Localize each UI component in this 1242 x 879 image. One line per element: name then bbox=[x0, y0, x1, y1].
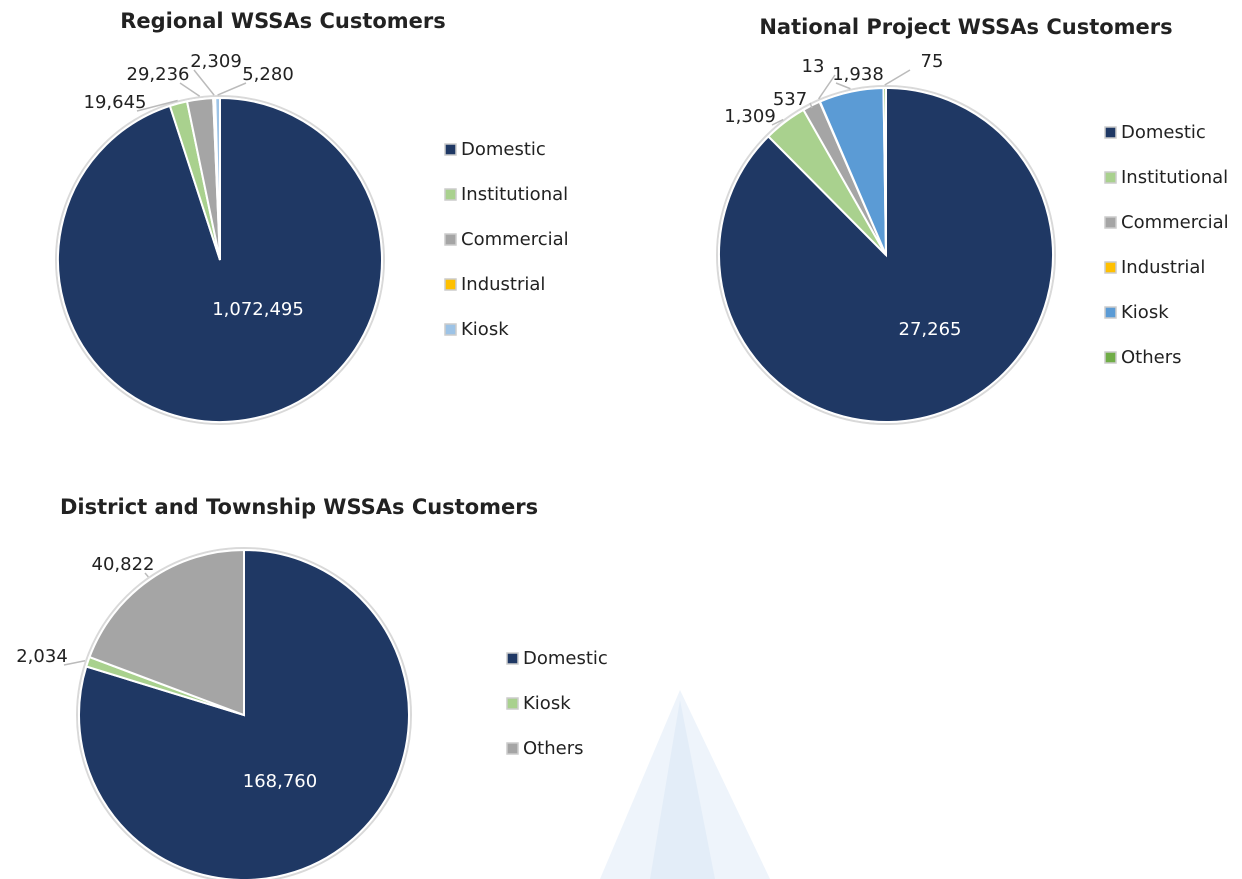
legend-swatch bbox=[444, 233, 457, 246]
legend-swatch bbox=[1104, 126, 1117, 139]
data-label: 29,236 bbox=[127, 64, 190, 85]
legend-swatch bbox=[1104, 306, 1117, 319]
pie-slice bbox=[214, 96, 221, 261]
watermark bbox=[650, 700, 715, 879]
data-label: 537 bbox=[773, 89, 807, 110]
data-label: 19,645 bbox=[84, 92, 147, 113]
legend-label: Institutional bbox=[461, 184, 568, 205]
pie-outline bbox=[55, 95, 385, 425]
data-label: 13 bbox=[802, 56, 825, 77]
legend-swatch bbox=[444, 323, 457, 336]
chart-title: National Project WSSAs Customers bbox=[759, 15, 1172, 39]
leader-line bbox=[136, 99, 178, 112]
legend-label: Domestic bbox=[1121, 122, 1206, 143]
leader-line bbox=[835, 82, 851, 90]
leader-line bbox=[144, 572, 149, 578]
data-label: 2,309 bbox=[190, 51, 242, 72]
legend-label: Commercial bbox=[1121, 212, 1229, 233]
leader-line bbox=[179, 82, 201, 97]
legend-label: Others bbox=[523, 738, 584, 759]
legend-swatch bbox=[444, 188, 457, 201]
pie-outline bbox=[76, 547, 412, 879]
legend-label: Industrial bbox=[461, 274, 545, 295]
pie-slice bbox=[88, 548, 245, 717]
data-label: 1,309 bbox=[724, 106, 776, 127]
legend-label: Kiosk bbox=[1121, 302, 1169, 323]
legend-label: Kiosk bbox=[523, 693, 571, 714]
pie-slice bbox=[78, 548, 410, 879]
chart-title: District and Township WSSAs Customers bbox=[60, 495, 538, 519]
legend-swatch bbox=[1104, 216, 1117, 229]
data-label: 75 bbox=[921, 51, 944, 72]
legend-swatch bbox=[1104, 261, 1117, 274]
data-label: 1,938 bbox=[832, 64, 884, 85]
legend-label: Others bbox=[1121, 347, 1182, 368]
legend-label: Domestic bbox=[461, 139, 546, 160]
data-label: 2,034 bbox=[16, 646, 68, 667]
pie-slice bbox=[882, 86, 887, 256]
leader-line bbox=[818, 74, 836, 100]
legend-label: Commercial bbox=[461, 229, 569, 250]
legend-swatch bbox=[506, 742, 519, 755]
pie-outline bbox=[716, 85, 1056, 425]
leader-line bbox=[884, 69, 911, 86]
legend-swatch bbox=[444, 278, 457, 291]
leader-line bbox=[809, 102, 813, 109]
legend-swatch bbox=[444, 143, 457, 156]
leader-line bbox=[217, 82, 247, 96]
legend-label: Institutional bbox=[1121, 167, 1228, 188]
legend-swatch bbox=[1104, 171, 1117, 184]
data-label: 168,760 bbox=[243, 771, 317, 792]
legend-label: Domestic bbox=[523, 648, 608, 669]
legend-swatch bbox=[1104, 351, 1117, 364]
data-label: 5,280 bbox=[242, 64, 294, 85]
data-label: 27,265 bbox=[899, 319, 962, 340]
legend-swatch bbox=[506, 652, 519, 665]
data-label: 1,072,495 bbox=[212, 299, 304, 320]
leader-line bbox=[193, 69, 215, 96]
leader-line bbox=[771, 118, 784, 126]
legend-swatch bbox=[506, 697, 519, 710]
data-label: 40,822 bbox=[92, 554, 155, 575]
legend-label: Industrial bbox=[1121, 257, 1205, 278]
chart-title: Regional WSSAs Customers bbox=[120, 9, 446, 33]
legend-label: Kiosk bbox=[461, 319, 509, 340]
leader-line bbox=[63, 660, 86, 666]
